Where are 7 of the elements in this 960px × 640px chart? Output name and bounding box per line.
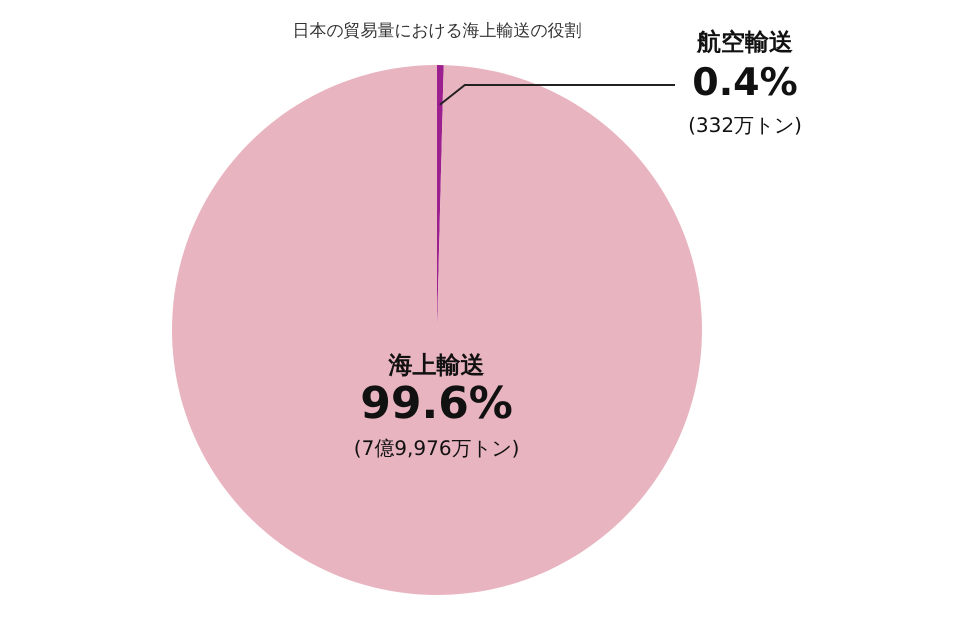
data-label: 99.6% <box>360 378 513 430</box>
text: (332万トン) <box>688 113 802 137</box>
data-label: 0.4% <box>692 60 798 104</box>
slice-label: 海上輸送 <box>388 351 485 380</box>
text: (7億9,976万トン) <box>354 436 520 460</box>
slice-label: 航空輸送 <box>696 28 793 56</box>
chart-title: 日本の貿易量における海上輸送の役割 <box>292 21 582 41</box>
